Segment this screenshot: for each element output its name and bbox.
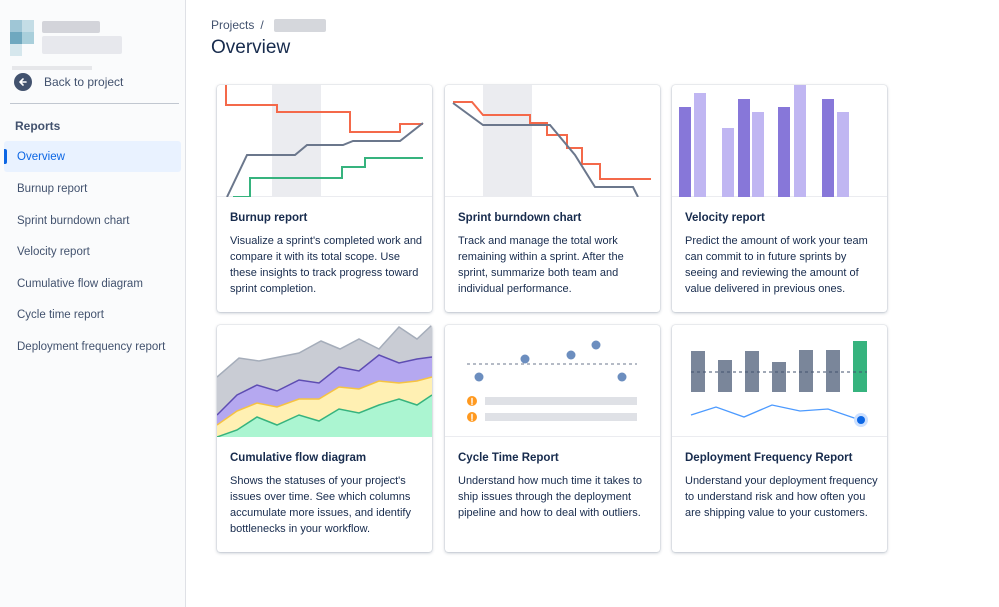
burndown-illustration — [445, 85, 660, 197]
project-divider-redacted — [12, 66, 92, 70]
sidebar: Back to project Reports Overview Burnup … — [0, 0, 186, 607]
sidebar-item-overview[interactable]: Overview — [4, 141, 181, 172]
sidebar-item-velocity-report[interactable]: Velocity report — [17, 245, 90, 258]
deployment-frequency-illustration — [672, 325, 887, 437]
card-description: Track and manage the total work remainin… — [458, 235, 624, 295]
card-title: Cumulative flow diagram — [230, 452, 367, 464]
card-title: Cycle Time Report — [458, 452, 559, 464]
breadcrumb-separator: / — [260, 18, 264, 32]
sidebar-item-burnup-report[interactable]: Burnup report — [17, 182, 88, 195]
project-type-redacted — [42, 36, 122, 54]
card-description: Visualize a sprint's completed work and … — [230, 235, 423, 295]
cycle-time-illustration — [445, 325, 660, 437]
card-description: Understand how much time it takes to shi… — [458, 475, 643, 519]
sidebar-item-sprint-burndown-chart[interactable]: Sprint burndown chart — [17, 214, 130, 227]
burnup-illustration — [217, 85, 432, 197]
report-card-velocity[interactable]: Velocity report Predict the amount of wo… — [672, 85, 887, 312]
sidebar-item-cumulative-flow-diagram[interactable]: Cumulative flow diagram — [17, 277, 143, 290]
card-title: Burnup report — [230, 212, 308, 224]
report-card-sprint-burndown[interactable]: Sprint burndown chart Track and manage t… — [445, 85, 660, 312]
project-avatar[interactable] — [10, 20, 34, 56]
report-card-cumulative-flow[interactable]: Cumulative flow diagram Shows the status… — [217, 325, 432, 552]
cumulative-flow-illustration — [217, 325, 432, 437]
card-description: Predict the amount of work your team can… — [685, 235, 868, 295]
card-description: Understand your deployment frequency to … — [685, 475, 878, 519]
velocity-illustration — [672, 85, 887, 197]
page-title: Overview — [211, 37, 291, 58]
sidebar-item-cycle-time-report[interactable]: Cycle time report — [17, 308, 104, 321]
project-name-redacted — [42, 21, 100, 33]
sidebar-item-deployment-frequency-report[interactable]: Deployment frequency report — [17, 340, 166, 353]
card-title: Sprint burndown chart — [458, 212, 582, 224]
sidebar-divider — [10, 103, 179, 104]
arrow-left-icon — [14, 73, 32, 91]
breadcrumb-projects-link[interactable]: Projects — [211, 18, 255, 32]
card-description: Shows the statuses of your project's iss… — [230, 475, 411, 535]
back-to-project-label: Back to project — [44, 75, 124, 89]
back-to-project-link[interactable]: Back to project — [14, 73, 123, 91]
breadcrumb: Projects / — [211, 18, 326, 32]
card-title: Deployment Frequency Report — [685, 452, 853, 464]
report-card-cycle-time[interactable]: Cycle Time Report Understand how much ti… — [445, 325, 660, 552]
report-card-burnup[interactable]: Burnup report Visualize a sprint's compl… — [217, 85, 432, 312]
card-title: Velocity report — [685, 212, 765, 224]
report-card-deployment-frequency[interactable]: Deployment Frequency Report Understand y… — [672, 325, 887, 552]
breadcrumb-project-redacted[interactable] — [273, 18, 326, 32]
sidebar-section-heading: Reports — [15, 119, 61, 133]
